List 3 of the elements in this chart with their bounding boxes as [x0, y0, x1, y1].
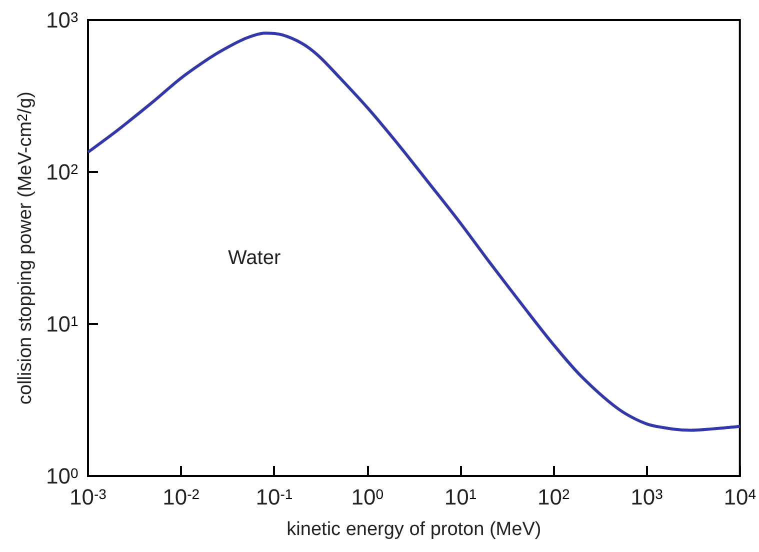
annotation: Water: [228, 247, 281, 269]
y-axis-title: collision stopping power (MeV-cm2/g): [14, 92, 36, 404]
x-axis-title: kinetic energy of proton (MeV): [286, 519, 542, 540]
